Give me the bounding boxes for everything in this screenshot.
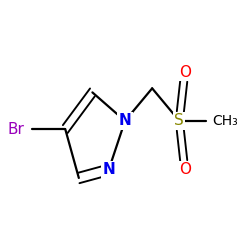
Text: O: O bbox=[179, 64, 191, 80]
Text: N: N bbox=[102, 162, 115, 177]
Text: S: S bbox=[174, 114, 184, 128]
Text: O: O bbox=[179, 162, 191, 177]
Text: Br: Br bbox=[8, 122, 24, 136]
Text: N: N bbox=[119, 114, 132, 128]
Text: CH₃: CH₃ bbox=[212, 114, 238, 128]
